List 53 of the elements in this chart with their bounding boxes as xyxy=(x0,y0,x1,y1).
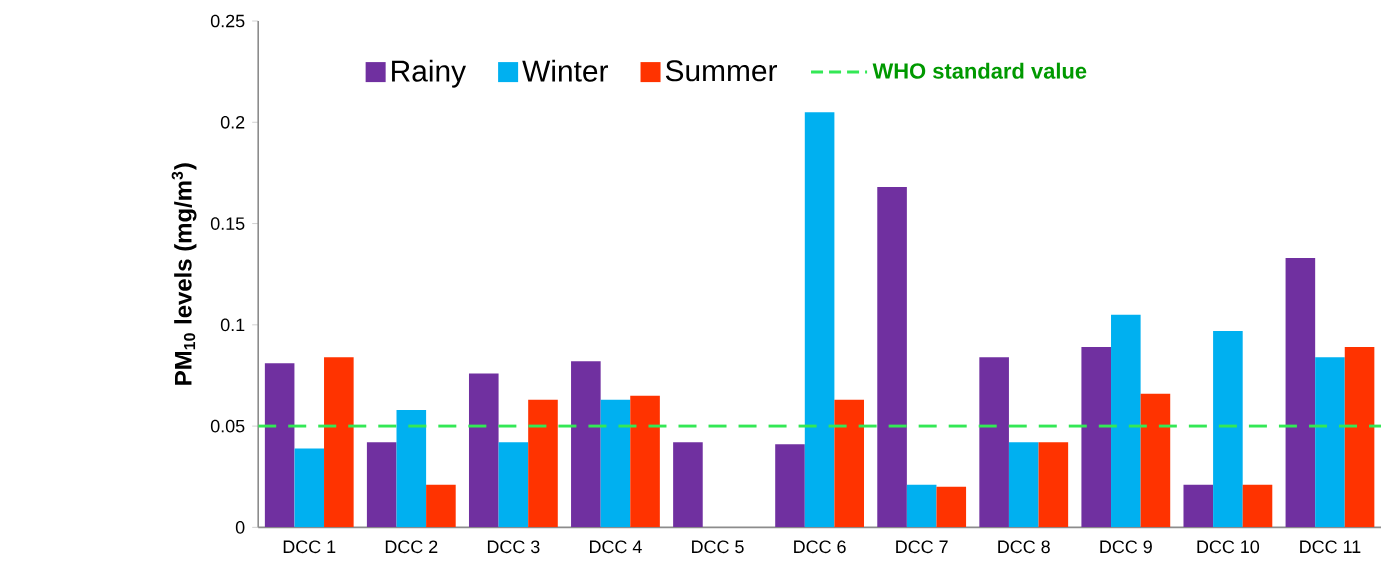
y-tick-label: 0 xyxy=(235,520,245,534)
bar xyxy=(366,442,397,528)
x-tick-label: DCC 4 xyxy=(590,540,642,553)
bar xyxy=(1081,346,1112,528)
bar xyxy=(979,357,1009,528)
bar xyxy=(600,399,631,528)
bar xyxy=(804,111,835,528)
bar xyxy=(1111,314,1141,528)
bar xyxy=(936,486,967,528)
bar xyxy=(1315,357,1345,528)
bar xyxy=(1038,442,1069,528)
bar xyxy=(906,484,937,528)
x-tick-label: DCC 2 xyxy=(385,540,438,553)
x-tick-label: DCC 1 xyxy=(283,540,336,553)
y-tick-label: 0.2 xyxy=(220,115,245,129)
bar xyxy=(1140,393,1171,528)
x-tick-label: DCC 5 xyxy=(692,540,744,553)
x-tick-label: DCC 7 xyxy=(896,540,948,553)
legend-label: Winter xyxy=(522,59,608,82)
bar xyxy=(877,186,907,528)
bar xyxy=(498,442,529,528)
bar xyxy=(1242,484,1273,528)
legend-label: WHO standard value xyxy=(872,62,1087,79)
x-tick-label: DCC 6 xyxy=(794,540,846,553)
y-tick-label: 0.25 xyxy=(210,14,245,28)
y-tick-label: 0.15 xyxy=(210,216,245,230)
legend-label: Summer xyxy=(665,59,778,82)
bar xyxy=(1213,330,1243,528)
bar xyxy=(1183,484,1214,528)
bar xyxy=(396,409,427,528)
x-tick-label: DCC 8 xyxy=(998,540,1050,553)
bar xyxy=(775,444,805,528)
bar xyxy=(468,373,499,528)
legend-label: Rainy xyxy=(392,59,467,88)
x-tick-label: DCC 9 xyxy=(1100,540,1152,553)
bar xyxy=(324,357,354,528)
bar xyxy=(1344,346,1375,528)
bar xyxy=(264,363,295,528)
x-tick-label: DCC 3 xyxy=(487,540,540,553)
bar xyxy=(1285,257,1316,528)
bar xyxy=(426,484,456,528)
bar xyxy=(1008,442,1039,528)
x-tick-label: DCC 11 xyxy=(1300,540,1361,553)
bar xyxy=(673,442,703,528)
bar xyxy=(834,399,864,528)
bar xyxy=(294,448,325,528)
bar xyxy=(630,395,660,528)
bar xyxy=(528,399,558,528)
bar xyxy=(571,361,601,528)
y-tick-label: 0.05 xyxy=(210,419,245,433)
y-axis-title: PM$_{10}$ levels (mg/m$^{3}$) xyxy=(171,163,197,385)
y-tick-label: 0.1 xyxy=(220,318,245,331)
x-tick-label: DCC 10 xyxy=(1197,540,1260,553)
